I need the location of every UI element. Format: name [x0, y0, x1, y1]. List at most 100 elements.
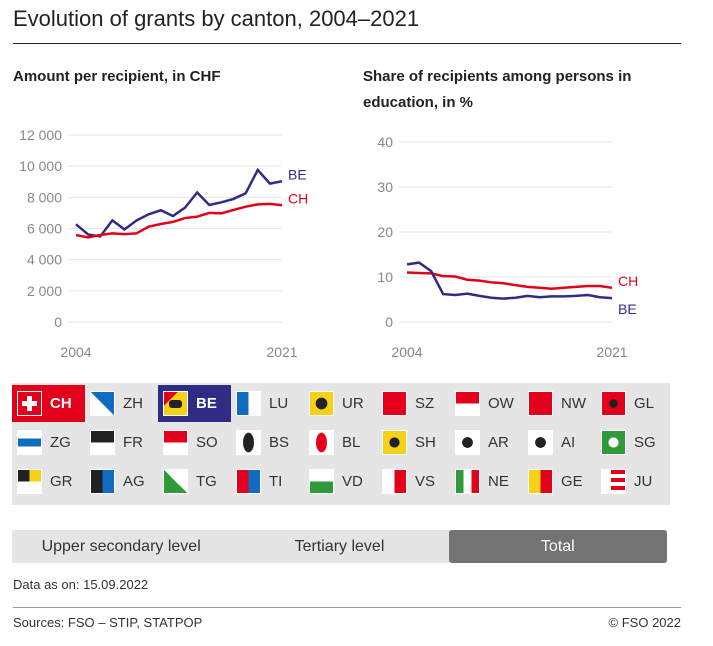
series-line-ch — [75, 202, 283, 239]
data-date: Data as on: 15.09.2022 — [13, 577, 149, 592]
canton-code: AR — [488, 434, 509, 451]
canton-code: GE — [561, 473, 583, 490]
canton-ai[interactable]: AI — [523, 424, 596, 461]
flag-ti-icon — [236, 469, 261, 494]
flag-so-icon — [163, 430, 188, 455]
divider — [13, 607, 681, 608]
tab-upper-secondary[interactable]: Upper secondary level — [41, 537, 201, 555]
canton-ju[interactable]: JU — [596, 463, 669, 500]
canton-so[interactable]: SO — [158, 424, 231, 461]
cross-icon — [22, 401, 37, 406]
canton-code: CH — [50, 395, 72, 412]
canton-code: BE — [196, 395, 217, 412]
canton-code: SZ — [415, 395, 435, 412]
y-tick-label: 2 000 — [27, 283, 62, 299]
x-tick-label: 2004 — [391, 344, 422, 360]
flag-ow-icon — [455, 391, 480, 416]
tab-tertiary[interactable]: Tertiary level — [294, 537, 385, 555]
sources: Sources: FSO – STIP, STATPOP — [13, 615, 203, 630]
canton-code: SO — [196, 434, 218, 451]
canton-code: VS — [415, 473, 436, 490]
tab-total[interactable]: Total — [448, 530, 667, 563]
canton-code: UR — [342, 395, 364, 412]
flag-be-icon — [163, 391, 188, 416]
flag-ju-icon — [601, 469, 626, 494]
flag-ge-icon — [528, 469, 553, 494]
flag-ag-icon — [90, 469, 115, 494]
flag-vs-icon — [382, 469, 407, 494]
canton-code: BL — [342, 434, 361, 451]
canton-code: ZG — [50, 434, 71, 451]
canton-tg[interactable]: TG — [158, 463, 231, 500]
flag-sg-icon — [601, 430, 626, 455]
canton-code: VD — [342, 473, 363, 490]
canton-code: GR — [50, 473, 73, 490]
canton-fr[interactable]: FR — [85, 424, 158, 461]
y-tick-label: 40 — [377, 134, 393, 150]
y-tick-label: 30 — [377, 179, 393, 195]
canton-zg[interactable]: ZG — [12, 424, 85, 461]
canton-lu[interactable]: LU — [231, 385, 304, 422]
flag-ne-icon — [455, 469, 480, 494]
canton-gr[interactable]: GR — [12, 463, 85, 500]
canton-code: GL — [634, 395, 655, 412]
canton-bs[interactable]: BS — [231, 424, 304, 461]
canton-sg[interactable]: SG — [596, 424, 669, 461]
canton-ti[interactable]: TI — [231, 463, 304, 500]
x-tick-label: 2021 — [266, 344, 297, 360]
flag-ar-icon — [455, 430, 480, 455]
canton-vs[interactable]: VS — [377, 463, 450, 500]
flag-lu-icon — [236, 391, 261, 416]
canton-ge[interactable]: GE — [523, 463, 596, 500]
canton-code: SG — [634, 434, 656, 451]
series-line-ch — [406, 271, 613, 290]
level-tabs: Upper secondary level Tertiary level Tot… — [12, 530, 667, 563]
canton-zh[interactable]: ZH — [85, 385, 158, 422]
y-tick-label: 0 — [385, 314, 393, 330]
chart-title-share: Share of recipients among persons in edu… — [363, 68, 632, 111]
canton-code: NW — [561, 395, 586, 412]
canton-code: LU — [269, 395, 289, 412]
canton-ar[interactable]: AR — [450, 424, 523, 461]
x-tick-label: 2021 — [596, 344, 627, 360]
flag-zg-icon — [17, 430, 42, 455]
canton-nw[interactable]: NW — [523, 385, 596, 422]
canton-ag[interactable]: AG — [85, 463, 158, 500]
canton-ch[interactable]: CH — [12, 385, 85, 422]
series-line-be — [406, 261, 613, 300]
copyright: © FSO 2022 — [608, 615, 681, 630]
y-tick-label: 8 000 — [27, 189, 62, 205]
canton-be[interactable]: BE — [158, 385, 231, 422]
series-label-be: BE — [618, 301, 637, 317]
y-tick-label: 0 — [54, 314, 62, 330]
y-tick-label: 10 — [377, 269, 393, 285]
flag-sh-icon — [382, 430, 407, 455]
canton-gl[interactable]: GL — [596, 385, 669, 422]
share-chart: 0 10 20 30 40 2004 2021 CH BE — [377, 134, 638, 360]
canton-vd[interactable]: VD — [304, 463, 377, 500]
canton-code: TG — [196, 473, 217, 490]
canton-code: AG — [123, 473, 145, 490]
flag-gl-icon — [601, 391, 626, 416]
series-label-ch: CH — [618, 273, 638, 289]
y-tick-label: 10 000 — [19, 158, 62, 174]
amount-chart: 0 2 000 4 000 6 000 8 000 10 000 12 000 2004 202… — [19, 127, 308, 360]
canton-code: OW — [488, 395, 514, 412]
canton-bl[interactable]: BL — [304, 424, 377, 461]
page-title: Evolution of grants by canton, 2004–2021 — [13, 6, 420, 31]
canton-sz[interactable]: SZ — [377, 385, 450, 422]
flag-bl-icon — [309, 430, 334, 455]
flag-bs-icon — [236, 430, 261, 455]
flag-zh-icon — [90, 391, 115, 416]
flag-vd-icon — [309, 469, 334, 494]
canton-code: SH — [415, 434, 436, 451]
chart-title-amount: Amount per recipient, in CHF — [13, 68, 221, 85]
canton-code: TI — [269, 473, 283, 490]
canton-ur[interactable]: UR — [304, 385, 377, 422]
canton-sh[interactable]: SH — [377, 424, 450, 461]
canton-ow[interactable]: OW — [450, 385, 523, 422]
x-tick-label: 2004 — [60, 344, 91, 360]
flag-ai-icon — [528, 430, 553, 455]
canton-code: NE — [488, 473, 509, 490]
canton-ne[interactable]: NE — [450, 463, 523, 500]
